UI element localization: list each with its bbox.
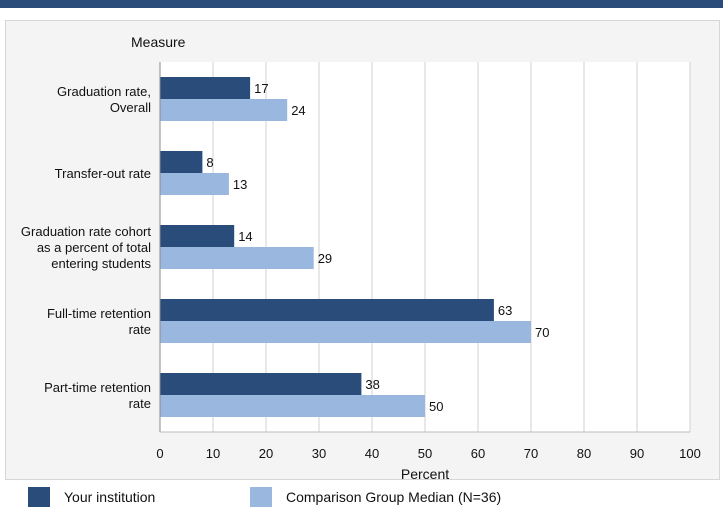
data-label: 38 [365, 377, 379, 392]
x-tick-label: 90 [630, 446, 644, 461]
category-label: Part-time retention [44, 380, 151, 395]
category-axis-title: Measure [131, 34, 186, 50]
data-label: 50 [429, 399, 443, 414]
data-label: 14 [238, 229, 252, 244]
legend-item-comparison-group: Comparison Group Median (N=36) [250, 487, 501, 507]
bar-series-2 [160, 395, 425, 417]
x-tick-label: 50 [418, 446, 432, 461]
category-label: rate [129, 396, 151, 411]
legend-label-your-institution: Your institution [64, 489, 156, 505]
bar-series-2 [160, 247, 314, 269]
legend-item-your-institution: Your institution [28, 487, 155, 507]
bar-series-2 [160, 321, 531, 343]
legend-swatch-your-institution [28, 487, 50, 507]
x-tick-label: 70 [524, 446, 538, 461]
category-label: Transfer-out rate [55, 166, 151, 181]
data-label: 13 [233, 177, 247, 192]
bar-series-2 [160, 99, 288, 121]
x-tick-label: 60 [471, 446, 485, 461]
x-tick-label: 30 [312, 446, 326, 461]
category-label: Full-time retention [47, 306, 151, 321]
bar-series-1 [160, 373, 362, 395]
x-tick-label: 100 [679, 446, 701, 461]
x-tick-label: 0 [156, 446, 163, 461]
bar-series-1 [160, 299, 494, 321]
category-label: Graduation rate, [57, 84, 151, 99]
data-label: 70 [535, 325, 549, 340]
data-label: 63 [498, 303, 512, 318]
x-axis-title: Percent [401, 466, 449, 482]
x-tick-label: 10 [206, 446, 220, 461]
category-label: rate [129, 322, 151, 337]
bar-series-1 [160, 77, 251, 99]
category-label: entering students [51, 256, 151, 271]
data-label: 29 [318, 251, 332, 266]
header-bar [0, 0, 723, 8]
data-label: 17 [254, 81, 268, 96]
bar-series-1 [160, 151, 203, 173]
bar-series-2 [160, 173, 229, 195]
legend-swatch-comparison-group [250, 487, 272, 507]
category-label: Overall [110, 100, 151, 115]
x-tick-label: 20 [259, 446, 273, 461]
x-tick-label: 40 [365, 446, 379, 461]
legend-label-comparison-group: Comparison Group Median (N=36) [286, 489, 502, 505]
bar-series-1 [160, 225, 235, 247]
data-label: 24 [291, 103, 305, 118]
x-tick-label: 80 [577, 446, 591, 461]
data-label: 8 [206, 155, 213, 170]
category-label: as a percent of total [37, 240, 151, 255]
category-label: Graduation rate cohort [21, 224, 151, 239]
